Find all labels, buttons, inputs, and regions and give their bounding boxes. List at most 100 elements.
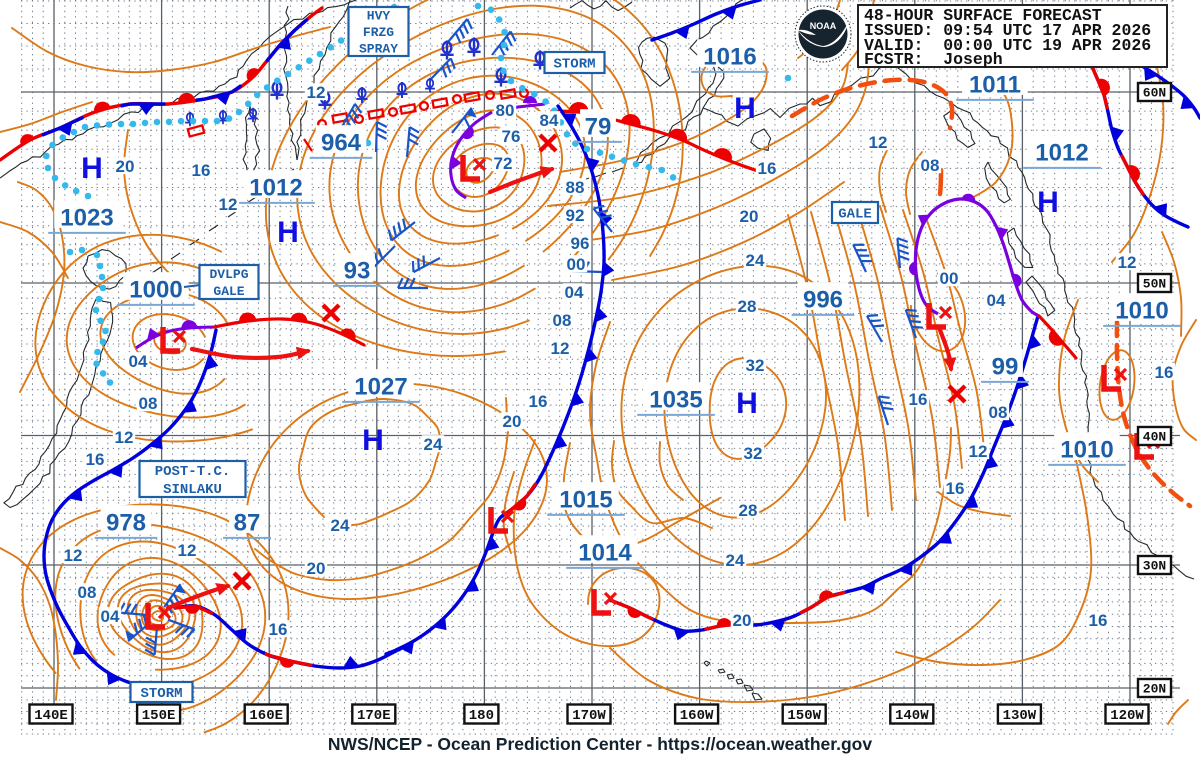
svg-text:08: 08 — [989, 403, 1008, 422]
svg-text:16: 16 — [86, 450, 105, 469]
svg-text:12: 12 — [219, 195, 238, 214]
svg-text:99: 99 — [992, 354, 1019, 381]
svg-text:H: H — [362, 424, 384, 457]
svg-text:12: 12 — [551, 339, 570, 358]
svg-text:20: 20 — [307, 559, 326, 578]
svg-text:20N: 20N — [1143, 682, 1166, 697]
svg-text:16: 16 — [1089, 611, 1108, 630]
svg-text:NOAA: NOAA — [810, 21, 837, 31]
svg-text:180: 180 — [469, 708, 494, 724]
svg-text:88: 88 — [566, 178, 585, 197]
svg-text:12: 12 — [869, 133, 888, 152]
svg-text:12: 12 — [64, 546, 83, 565]
svg-text:12: 12 — [1118, 253, 1137, 272]
svg-text:H: H — [734, 92, 756, 125]
svg-text:150W: 150W — [787, 708, 821, 724]
svg-text:24: 24 — [331, 516, 350, 535]
svg-text:00: 00 — [567, 255, 586, 274]
svg-text:SPRAY: SPRAY — [359, 41, 398, 56]
svg-text:170W: 170W — [572, 708, 606, 724]
svg-text:16: 16 — [946, 479, 965, 498]
svg-text:150E: 150E — [142, 708, 176, 724]
svg-text:16: 16 — [909, 390, 928, 409]
svg-text:1027: 1027 — [354, 374, 407, 401]
svg-text:32: 32 — [744, 444, 763, 463]
svg-text:08: 08 — [921, 156, 940, 175]
svg-text:04: 04 — [987, 291, 1006, 310]
svg-text:28: 28 — [739, 501, 758, 520]
svg-text:ISSUED: 09:54 UTC 17 APR 2026: ISSUED: 09:54 UTC 17 APR 2026 — [864, 21, 1151, 40]
svg-text:04: 04 — [101, 607, 120, 626]
svg-text:1016: 1016 — [703, 44, 756, 71]
svg-text:HVY: HVY — [367, 9, 391, 24]
svg-text:120W: 120W — [1110, 708, 1144, 724]
svg-text:24: 24 — [746, 251, 765, 270]
svg-text:60N: 60N — [1143, 86, 1166, 101]
svg-text:FRZG: FRZG — [363, 25, 394, 40]
svg-text:16: 16 — [269, 620, 288, 639]
svg-text:16: 16 — [1155, 363, 1174, 382]
svg-text:20: 20 — [116, 157, 135, 176]
svg-text:POST-T.C.: POST-T.C. — [155, 464, 231, 480]
svg-text:96: 96 — [571, 234, 590, 253]
svg-text:1023: 1023 — [60, 205, 113, 232]
svg-text:20: 20 — [733, 611, 752, 630]
svg-text:1010: 1010 — [1115, 298, 1168, 325]
svg-text:978: 978 — [106, 510, 146, 537]
svg-text:1014: 1014 — [578, 540, 632, 567]
svg-text:170E: 170E — [357, 708, 391, 724]
svg-text:996: 996 — [803, 287, 843, 314]
svg-text:08: 08 — [553, 311, 572, 330]
svg-text:20: 20 — [740, 207, 759, 226]
svg-text:GALE: GALE — [838, 206, 872, 222]
svg-text:160W: 160W — [680, 708, 714, 724]
svg-text:1012: 1012 — [1035, 140, 1088, 167]
svg-text:12: 12 — [307, 83, 326, 102]
svg-text:SINLAKU: SINLAKU — [163, 482, 222, 498]
svg-text:H: H — [736, 387, 758, 420]
svg-text:24: 24 — [424, 435, 443, 454]
svg-text:24: 24 — [726, 551, 745, 570]
svg-text:00: 00 — [940, 269, 959, 288]
svg-text:16: 16 — [192, 161, 211, 180]
svg-text:STORM: STORM — [140, 686, 182, 702]
svg-text:1010: 1010 — [1060, 437, 1113, 464]
svg-text:160E: 160E — [249, 708, 283, 724]
svg-text:80: 80 — [496, 101, 515, 120]
svg-text:NWS/NCEP - Ocean Prediction Ce: NWS/NCEP - Ocean Prediction Center - htt… — [328, 734, 872, 754]
svg-text:12: 12 — [178, 541, 197, 560]
svg-text:VALID: 00:00 UTC 19 APR 2026: VALID: 00:00 UTC 19 APR 2026 — [864, 36, 1151, 55]
svg-text:DVLPG: DVLPG — [209, 267, 248, 282]
svg-text:40N: 40N — [1143, 430, 1166, 445]
svg-text:GALE: GALE — [213, 284, 244, 299]
svg-text:964: 964 — [321, 130, 362, 157]
svg-text:FCSTR: Joseph: FCSTR: Joseph — [864, 50, 1003, 69]
svg-text:12: 12 — [115, 428, 134, 447]
svg-text:STORM: STORM — [553, 56, 595, 72]
svg-text:72: 72 — [494, 154, 513, 173]
svg-text:08: 08 — [139, 394, 158, 413]
svg-text:1015: 1015 — [559, 487, 612, 514]
svg-text:30N: 30N — [1143, 559, 1166, 574]
svg-text:140E: 140E — [34, 708, 68, 724]
svg-text:04: 04 — [129, 352, 148, 371]
svg-text:H: H — [81, 152, 103, 185]
svg-text:08: 08 — [78, 583, 97, 602]
svg-text:1000: 1000 — [129, 277, 182, 304]
svg-text:87: 87 — [234, 510, 261, 537]
svg-text:48-HOUR SURFACE FORECAST: 48-HOUR SURFACE FORECAST — [864, 6, 1102, 25]
svg-text:12: 12 — [969, 442, 988, 461]
svg-text:32: 32 — [746, 356, 765, 375]
svg-text:H: H — [277, 216, 299, 249]
svg-text:130W: 130W — [1003, 708, 1037, 724]
svg-text:92: 92 — [566, 206, 585, 225]
svg-text:16: 16 — [758, 159, 777, 178]
svg-text:84: 84 — [540, 111, 559, 130]
svg-text:140W: 140W — [895, 708, 929, 724]
svg-text:28: 28 — [738, 297, 757, 316]
svg-text:16: 16 — [529, 392, 548, 411]
svg-text:04: 04 — [565, 283, 584, 302]
svg-text:1012: 1012 — [249, 175, 302, 202]
svg-text:20: 20 — [503, 412, 522, 431]
svg-text:H: H — [1037, 186, 1059, 219]
